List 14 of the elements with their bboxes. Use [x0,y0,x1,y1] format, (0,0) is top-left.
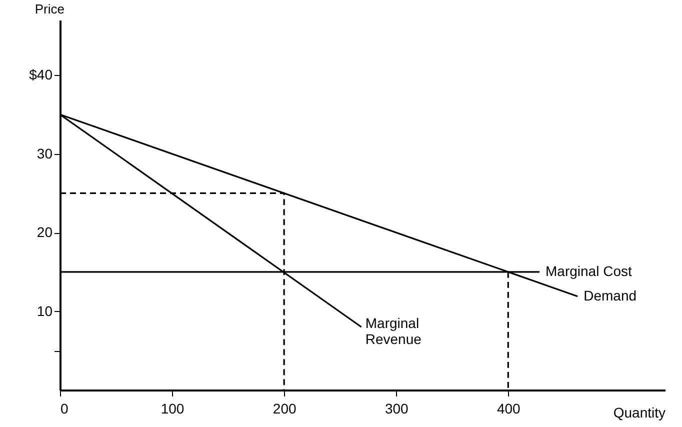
x-tick-label: 100 [160,400,184,416]
x-tick-label: 0 [60,400,68,416]
y-tick-label: 20 [36,224,53,240]
series-label: Demand [584,287,637,304]
series-label: Marginal Revenue [365,315,422,348]
x-tick-label: 300 [384,400,409,416]
series-label: Marginal Cost [546,262,632,279]
x-axis-title: Quantity [613,404,666,420]
y-tick-label: $40 [29,66,53,83]
x-tick-label: 200 [272,400,296,416]
y-tick-label: 10 [36,302,53,319]
y-axis-title: Price [34,2,64,16]
y-tick-label: 30 [36,145,53,162]
x-tick-label: 400 [496,400,521,416]
